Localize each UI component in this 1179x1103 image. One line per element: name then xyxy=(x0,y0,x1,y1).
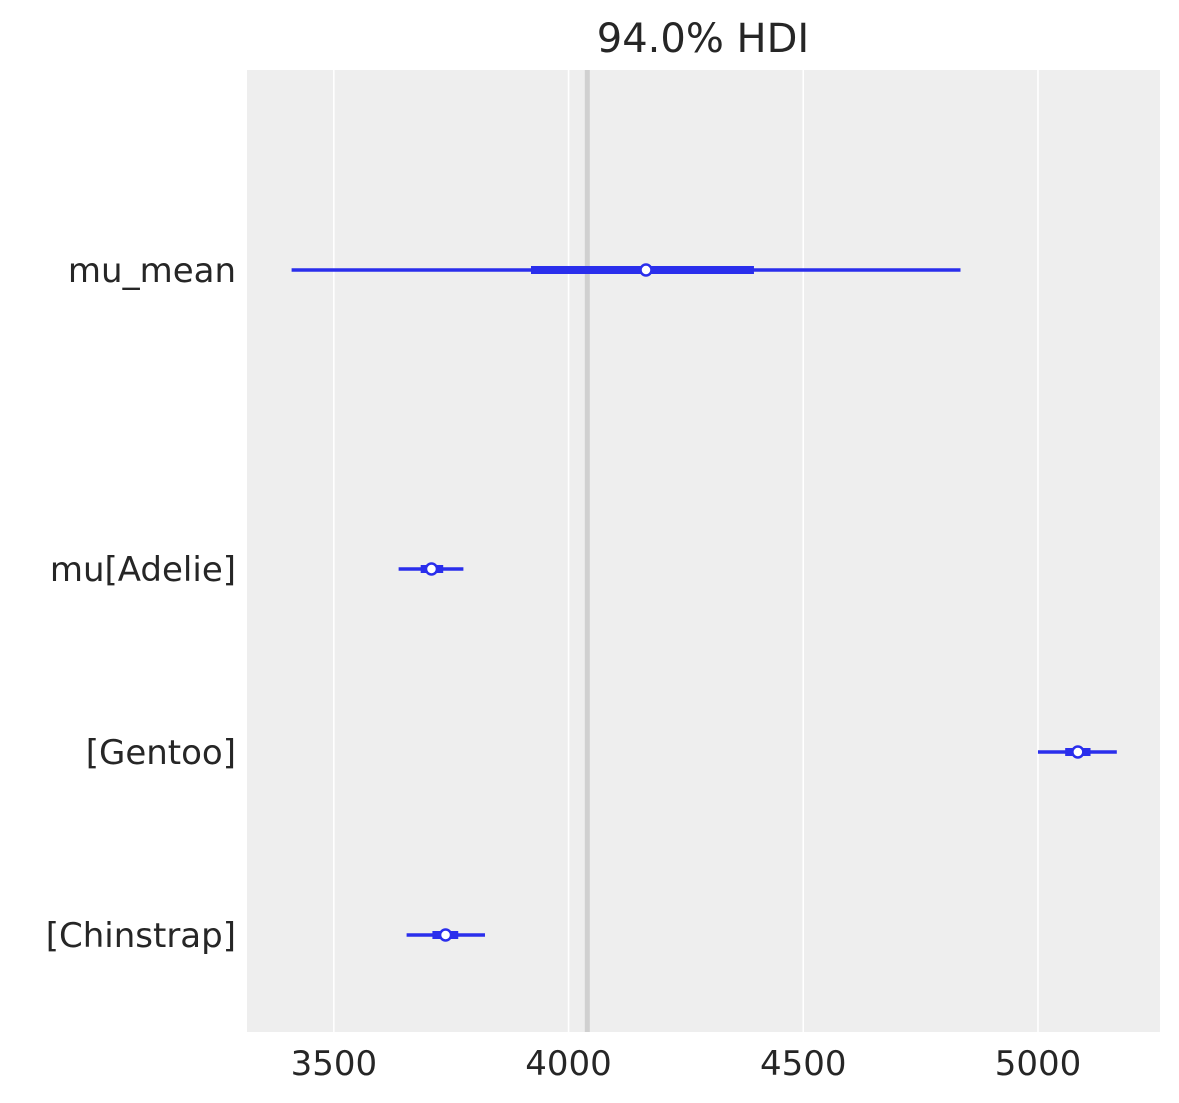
x-tick-label: 3500 xyxy=(291,1044,378,1084)
y-label: [Chinstrap] xyxy=(46,916,236,956)
x-tick-label: 4000 xyxy=(525,1044,612,1084)
plot-area xyxy=(247,70,1160,1032)
y-label: mu_mean xyxy=(68,251,236,291)
y-label: mu[Adelie] xyxy=(50,550,236,590)
mean-point xyxy=(639,263,653,277)
x-tick-labels: 3500 4000 4500 5000 xyxy=(291,1044,1082,1084)
grid-lines xyxy=(333,70,1039,1032)
forest-row-3 xyxy=(406,928,485,942)
y-labels: mu_mean mu[Adelie] [Gentoo] [Chinstrap] xyxy=(46,251,236,956)
hdi-marks xyxy=(291,263,1117,942)
mean-point xyxy=(438,928,453,942)
x-tick-label: 4500 xyxy=(760,1044,847,1084)
forest-row-0 xyxy=(291,263,961,277)
y-label: [Gentoo] xyxy=(86,733,236,773)
forest-row-2 xyxy=(1037,745,1117,759)
x-tick-label: 5000 xyxy=(995,1044,1082,1084)
forest-row-1 xyxy=(398,562,464,576)
mean-point xyxy=(1071,745,1085,759)
mean-point xyxy=(424,562,439,576)
chart-title: 94.0% HDI xyxy=(597,16,809,62)
